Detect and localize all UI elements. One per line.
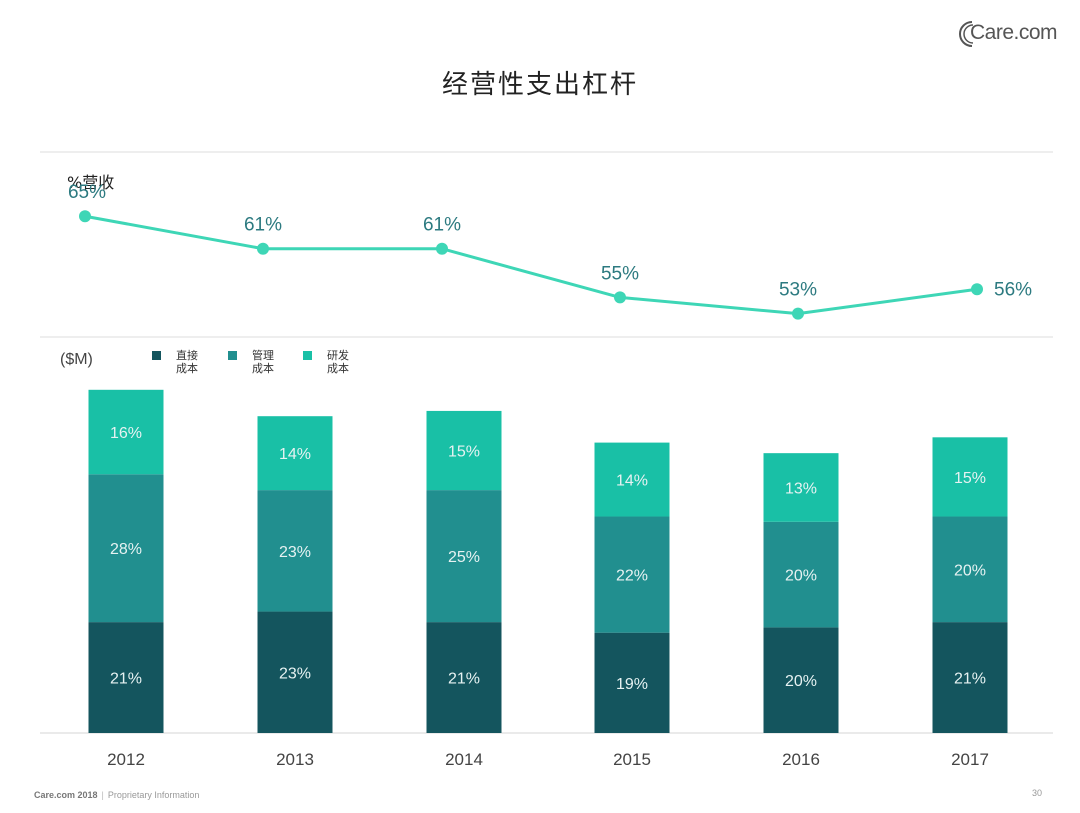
line-point-2017 [971, 283, 983, 296]
bar-value-label-rnd-2015: 14% [616, 473, 648, 490]
bar-segment-direct-2015 [594, 632, 670, 733]
footer: Care.com 2018 | Proprietary Information [34, 790, 199, 800]
bar-segment-direct-2014 [426, 622, 502, 733]
line-value-label-2014: 61% [423, 215, 461, 236]
bar-value-label-direct-2017: 21% [954, 671, 986, 688]
legend-label-line: 管理 [252, 348, 274, 362]
bar-value-label-rnd-2017: 15% [954, 470, 986, 487]
page-title: 经营性支出杠杆 [441, 70, 638, 100]
legend-label-line: 研发 [327, 348, 349, 362]
bar-segment-admin-2014 [426, 490, 502, 623]
x-tick-label-2015: 2015 [613, 750, 651, 769]
legend-label-line: 直接 [176, 348, 198, 362]
bar-segment-admin-2012 [88, 474, 164, 623]
legend-swatch-rnd [303, 351, 312, 360]
line-value-label-2015: 55% [601, 263, 639, 284]
bar-value-label-rnd-2016: 13% [785, 480, 817, 497]
page-number: 30 [1032, 788, 1043, 798]
x-tick-label-2014: 2014 [445, 750, 483, 769]
bar-value-label-admin-2012: 28% [110, 541, 142, 558]
legend-label-line: 成本 [327, 361, 349, 375]
line-point-2013 [257, 242, 269, 255]
x-tick-label-2012: 2012 [107, 750, 145, 769]
bar-value-label-admin-2016: 20% [785, 568, 817, 585]
bar-segment-direct-2017 [932, 622, 1008, 733]
care-com-c-logo-icon [959, 21, 974, 47]
bar-segment-direct-2013 [257, 611, 333, 733]
footer-note: Proprietary Information [107, 790, 200, 800]
bar-segment-rnd-2013 [257, 416, 333, 491]
bar-segment-admin-2013 [257, 490, 333, 612]
bar-segment-rnd-2016 [763, 453, 839, 522]
legend-swatch-admin [228, 351, 237, 360]
footer-separator: | [101, 790, 104, 800]
bar-value-label-direct-2013: 23% [279, 665, 311, 682]
x-tick-label-2013: 2013 [276, 750, 314, 769]
legend-label-line: 成本 [252, 361, 274, 375]
x-tick-label-2017: 2017 [951, 750, 989, 769]
line-ylabel: %营收 [67, 173, 114, 192]
line-point-2014 [436, 242, 448, 255]
line-value-label-2017: 56% [994, 279, 1032, 300]
bar-value-label-direct-2016: 20% [785, 673, 817, 690]
line-point-2016 [792, 307, 804, 320]
bar-value-label-rnd-2013: 14% [279, 446, 311, 463]
line-value-label-2016: 53% [779, 280, 817, 301]
bar-value-label-admin-2014: 25% [448, 549, 480, 566]
logo-text: Care.com [970, 21, 1058, 44]
bar-value-label-admin-2015: 22% [616, 568, 648, 585]
bar-segment-rnd-2012 [88, 389, 164, 475]
legend-label-rnd: 研发成本 [327, 348, 349, 375]
legend-label-line: 成本 [176, 361, 198, 375]
x-tick-label-2016: 2016 [782, 750, 820, 769]
bar-segment-direct-2016 [763, 627, 839, 733]
bar-value-label-rnd-2014: 15% [448, 444, 480, 461]
bar-segment-rnd-2017 [932, 437, 1008, 517]
bar-segment-direct-2012 [88, 622, 164, 733]
line-value-label-2012: 65% [68, 182, 106, 203]
bar-segment-admin-2015 [594, 516, 670, 633]
line-value-label-2013: 61% [244, 215, 282, 236]
bar-value-label-direct-2012: 21% [110, 671, 142, 688]
footer-brand: Care.com 2018 [34, 790, 98, 800]
bar-value-label-direct-2014: 21% [448, 671, 480, 688]
legend-label-admin: 管理成本 [252, 348, 274, 375]
bar-segment-admin-2016 [763, 521, 839, 628]
line-point-2015 [614, 291, 626, 304]
care-com-logo: Care.com [952, 16, 1064, 52]
bar-segment-rnd-2015 [594, 442, 670, 517]
bar-value-label-admin-2017: 20% [954, 562, 986, 579]
bar-value-label-direct-2015: 19% [616, 676, 648, 693]
bar-segment-rnd-2014 [426, 410, 502, 491]
bar-value-label-admin-2013: 23% [279, 544, 311, 561]
line-point-2012 [79, 210, 91, 223]
bar-segment-admin-2017 [932, 516, 1008, 623]
legend-label-direct: 直接成本 [176, 348, 198, 375]
bar-ylabel: ($M) [60, 351, 93, 368]
bar-value-label-rnd-2012: 16% [110, 425, 142, 442]
line-series-revenue-pct [84, 214, 978, 316]
legend-swatch-direct [152, 351, 161, 360]
